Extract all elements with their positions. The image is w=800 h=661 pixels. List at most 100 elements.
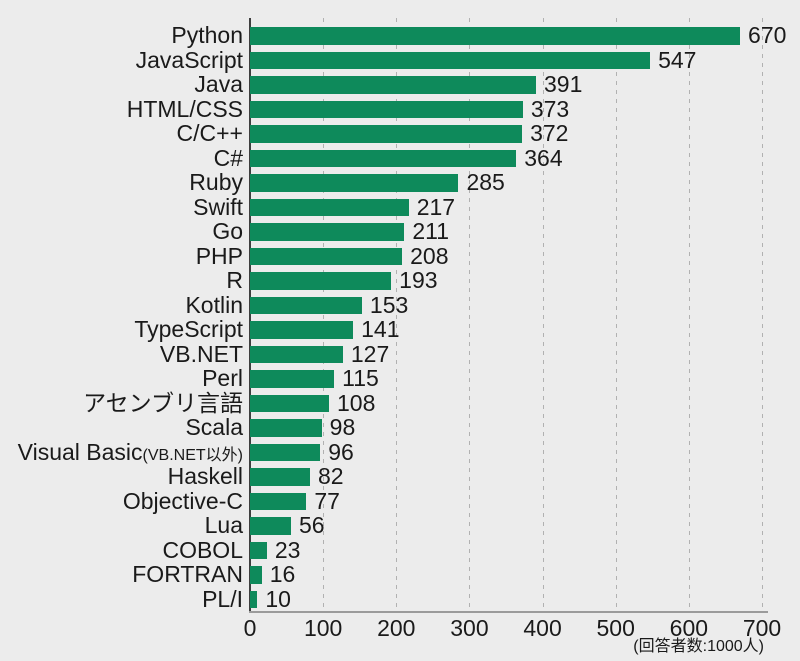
category-label-text: COBOL <box>162 536 243 563</box>
bar-row: VB.NET 127 <box>0 341 800 371</box>
value-label: 364 <box>524 144 563 171</box>
gridline <box>323 18 325 611</box>
category-label: TypeScript <box>0 317 243 345</box>
category-label-text: Objective-C <box>122 487 243 514</box>
value-label: 208 <box>410 242 449 269</box>
bar-row: C# 364 <box>0 145 800 175</box>
bar <box>250 566 262 584</box>
gridline <box>615 18 617 611</box>
value-label: 211 <box>412 218 449 244</box>
x-axis-tick-label: 300 <box>450 615 489 641</box>
category-label-text: Swift <box>193 193 243 220</box>
category-label-text: Go <box>212 218 243 244</box>
x-axis-tick-label: 700 <box>742 615 782 641</box>
bar <box>250 468 310 486</box>
category-label-text: Python <box>171 22 243 48</box>
bar <box>250 100 523 118</box>
gridline <box>762 18 763 611</box>
value-label: 98 <box>329 414 356 440</box>
bar <box>250 394 329 412</box>
bar-row: Java 391 <box>0 72 800 101</box>
category-label: Go <box>0 219 243 247</box>
bar-row: Visual Basic(VB.NET以外) 96 <box>0 439 800 469</box>
bar-row: アセンブリ言語 108 <box>0 390 800 420</box>
category-label-text: TypeScript <box>134 316 243 342</box>
bar-row: Haskell 82 <box>0 464 800 493</box>
bar-row: Objective-C 77 <box>0 488 800 518</box>
category-label: Visual Basic(VB.NET以外) <box>0 439 243 468</box>
gridline <box>542 18 544 611</box>
value-label: 153 <box>369 291 409 318</box>
y-axis-line <box>249 18 251 612</box>
value-label: 547 <box>658 46 697 73</box>
x-axis-tick-label: 500 <box>596 615 635 641</box>
category-label-text: Scala <box>185 414 243 440</box>
bar <box>250 76 536 94</box>
category-label-text: C/C++ <box>176 120 243 146</box>
category-label-text: Kotlin <box>185 291 243 318</box>
value-label: 115 <box>342 365 379 391</box>
value-label: 23 <box>274 536 301 563</box>
bar-row: HTML/CSS 373 <box>0 96 800 126</box>
category-label: Python <box>0 23 243 51</box>
bar-row: Kotlin 153 <box>0 292 800 322</box>
category-label: HTML/CSS <box>0 96 243 125</box>
category-label: Haskell <box>0 464 243 492</box>
category-label: PHP <box>0 243 243 272</box>
bar-row: Go 211 <box>0 219 800 248</box>
bar <box>250 345 343 363</box>
category-label-text: Haskell <box>167 463 243 489</box>
bar <box>250 247 403 265</box>
category-label-text: C# <box>213 144 243 171</box>
category-label: Objective-C <box>0 487 243 517</box>
x-axis-tick-label: 0 <box>243 615 257 641</box>
bar <box>250 443 321 461</box>
category-label: Swift <box>0 193 243 223</box>
bar <box>250 149 517 167</box>
bar-row: Python 670 <box>0 23 800 52</box>
value-label: 670 <box>748 22 787 48</box>
category-label-text: Lua <box>204 512 243 538</box>
bar <box>250 419 322 437</box>
gridline <box>396 18 398 611</box>
bar <box>250 492 307 510</box>
category-label: COBOL <box>0 536 243 566</box>
bar <box>250 272 392 290</box>
value-label: 391 <box>543 71 583 97</box>
category-label-text: アセンブリ言語 <box>83 389 243 416</box>
category-label: PL/I <box>0 586 243 615</box>
bar <box>250 590 258 608</box>
bar <box>250 517 291 535</box>
category-label: C/C++ <box>0 121 243 149</box>
value-label: 127 <box>350 340 390 367</box>
bar-row: Scala 98 <box>0 415 800 444</box>
bar-row: Swift 217 <box>0 194 800 224</box>
bar <box>250 296 362 314</box>
x-axis-line <box>249 611 768 613</box>
category-label: Scala <box>0 415 243 443</box>
category-label: FORTRAN <box>0 562 243 590</box>
value-label: 193 <box>399 267 438 293</box>
category-label-text: VB.NET <box>159 340 243 367</box>
bar <box>250 321 354 339</box>
x-axis-tick-label: 600 <box>669 615 709 641</box>
value-label: 16 <box>269 561 296 587</box>
category-label: VB.NET <box>0 340 243 370</box>
bar-row: R 193 <box>0 268 800 297</box>
bar <box>250 223 405 241</box>
bar <box>250 27 741 45</box>
bar-row: FORTRAN 16 <box>0 562 800 591</box>
bar-row: TypeScript 141 <box>0 317 800 346</box>
value-label: 217 <box>416 193 456 220</box>
category-label: JavaScript <box>0 47 243 76</box>
gridline <box>469 18 471 611</box>
category-label-text: R <box>226 267 243 293</box>
respondents-note: (回答者数:1000人) <box>633 638 764 655</box>
value-label: 82 <box>317 463 344 489</box>
bar <box>250 51 651 69</box>
bar-row: Lua 56 <box>0 513 800 542</box>
bar-row: C/C++ 372 <box>0 121 800 150</box>
category-label: Ruby <box>0 170 243 198</box>
bar <box>250 198 409 216</box>
